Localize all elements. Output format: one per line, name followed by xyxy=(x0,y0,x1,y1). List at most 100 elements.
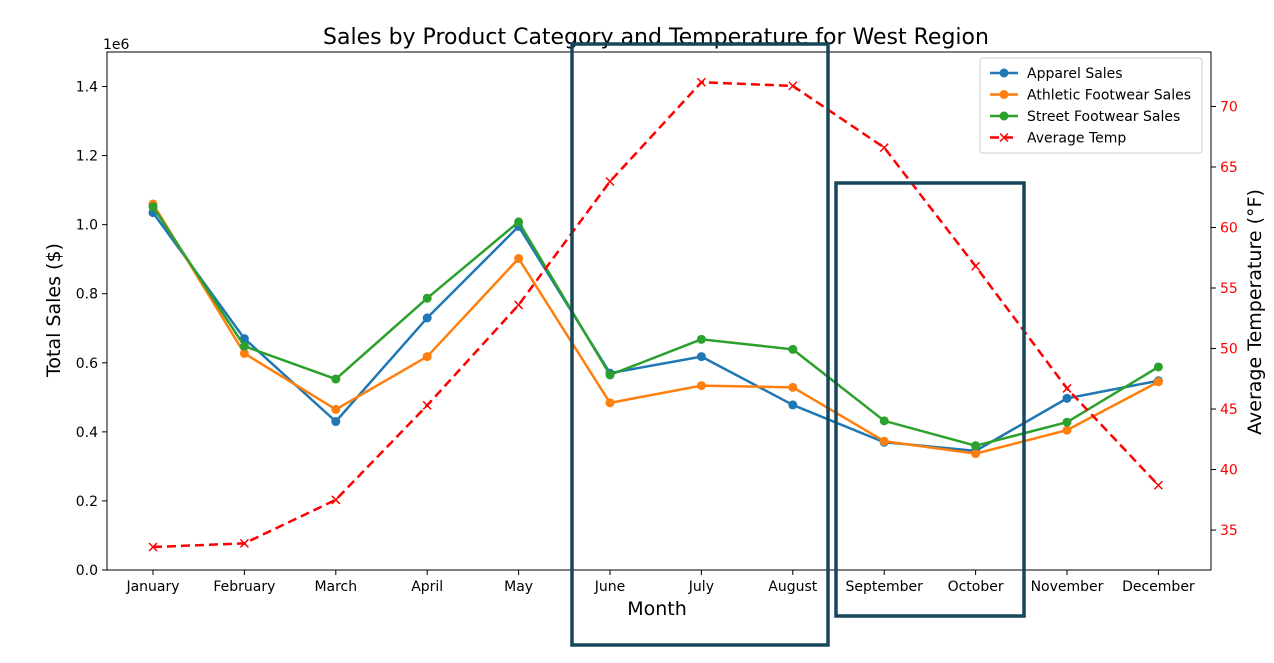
y-axis-title: Total Sales ($) xyxy=(43,243,65,378)
y-tick-label: 0.6 xyxy=(76,356,98,372)
series-street-footwear-sales xyxy=(148,202,1163,451)
legend-swatch-marker xyxy=(999,68,1009,78)
y-tick-label: 1.0 xyxy=(76,218,98,234)
y-offset-label: 1e6 xyxy=(103,37,130,53)
x-tick-label: September xyxy=(846,579,924,595)
legend-swatch-marker xyxy=(999,132,1009,143)
x-axis-ticks: January February March April May June July Augu… xyxy=(125,570,1195,595)
data-point-street-footwear-sales xyxy=(331,374,341,384)
series-line-athletic-footwear-sales xyxy=(151,203,1159,455)
series-line-apparel-sales xyxy=(151,211,1159,453)
legend: Apparel Sales Athletic Footwear Sales Stre… xyxy=(979,57,1203,154)
x-tick-label: May xyxy=(504,579,533,595)
y2-tick-label: 45 xyxy=(1220,402,1238,418)
legend-swatch-marker xyxy=(999,90,1009,99)
data-point-athletic-footwear-sales xyxy=(514,254,524,264)
x-tick-label: July xyxy=(688,579,714,595)
data-point-stroke xyxy=(422,400,432,410)
data-point-stroke xyxy=(331,495,341,505)
x-axis-title: Month xyxy=(627,598,687,620)
y2-tick-label: 35 xyxy=(1220,523,1238,539)
legend-item-athletic-footwear-sales: Athletic Footwear Sales xyxy=(990,88,1191,104)
data-point-apparel-sales xyxy=(788,400,798,410)
series-athletic-footwear-sales xyxy=(148,199,1163,459)
y-tick-label: 1.4 xyxy=(76,80,98,96)
data-point-average-temp xyxy=(422,400,432,410)
data-point-average-temp xyxy=(971,261,981,271)
data-point-average-temp xyxy=(696,77,706,87)
data-point-street-footwear-sales xyxy=(148,202,158,212)
x-tick-label: November xyxy=(1031,579,1104,595)
data-point-street-footwear-sales xyxy=(605,370,615,380)
series-average-temp xyxy=(148,77,1163,552)
y-tick-label: 0.4 xyxy=(76,425,98,441)
data-point-stroke xyxy=(514,300,524,310)
series-line-street-footwear-sales xyxy=(151,206,1160,447)
highlight-box-june-august xyxy=(570,42,830,647)
data-point-athletic-footwear-sales xyxy=(1062,425,1072,435)
y2-tick-label: 65 xyxy=(1220,160,1238,176)
legend-item-average-temp: Average Temp xyxy=(990,131,1126,147)
legend-item-street-footwear-sales: Street Footwear Sales xyxy=(990,109,1180,125)
y2-tick-label: 70 xyxy=(1220,99,1238,115)
legend-item-apparel-sales: Apparel Sales xyxy=(990,66,1123,82)
data-point-stroke xyxy=(1153,480,1163,490)
data-point-street-footwear-sales xyxy=(788,344,798,354)
data-point-street-footwear-sales xyxy=(514,217,524,227)
data-point-street-footwear-sales xyxy=(1153,362,1163,372)
series-line-average-temp xyxy=(152,81,1160,549)
legend-box xyxy=(979,57,1203,154)
legend-label: Apparel Sales xyxy=(1027,66,1123,82)
data-point-stroke xyxy=(696,77,706,87)
data-point-street-footwear-sales xyxy=(971,441,981,451)
data-point-average-temp xyxy=(239,538,249,548)
data-point-average-temp xyxy=(331,495,341,505)
data-point-average-temp xyxy=(514,300,524,310)
data-point-average-temp xyxy=(1062,383,1072,393)
data-point-stroke xyxy=(879,143,889,153)
x-tick-label: April xyxy=(411,579,443,595)
x-tick-label: December xyxy=(1122,579,1195,595)
data-point-street-footwear-sales xyxy=(239,341,249,351)
data-point-athletic-footwear-sales xyxy=(879,436,889,446)
y2-tick-label: 40 xyxy=(1220,463,1238,479)
y-tick-label: 0.8 xyxy=(76,287,98,303)
data-point-athletic-footwear-sales xyxy=(971,449,981,459)
data-point-street-footwear-sales xyxy=(879,416,889,426)
data-point-apparel-sales xyxy=(331,417,341,427)
series-apparel-sales xyxy=(148,208,1163,456)
data-point-street-footwear-sales xyxy=(696,334,706,344)
y-tick-label: 0.2 xyxy=(76,494,98,510)
data-point-street-footwear-sales xyxy=(1062,417,1072,427)
data-point-athletic-footwear-sales xyxy=(696,381,706,391)
legend-label: Athletic Footwear Sales xyxy=(1027,88,1191,104)
data-point-stroke xyxy=(148,542,158,552)
data-point-athletic-footwear-sales xyxy=(788,382,798,392)
y-tick-label: 0.0 xyxy=(76,563,98,579)
data-point-apparel-sales xyxy=(1062,393,1072,403)
data-point-apparel-sales xyxy=(696,352,706,362)
data-point-average-temp xyxy=(605,176,615,187)
data-point-street-footwear-sales xyxy=(422,293,432,303)
y2-tick-label: 60 xyxy=(1220,220,1238,236)
data-point-average-temp xyxy=(788,81,798,91)
y2-tick-label: 50 xyxy=(1220,342,1238,358)
x-tick-label: March xyxy=(314,579,357,595)
x-tick-label: June xyxy=(594,579,626,595)
y2-axis-ticks: 35 40 45 50 55 60 65 70 xyxy=(1211,99,1238,539)
data-point-average-temp xyxy=(879,143,889,153)
y2-tick-label: 55 xyxy=(1220,281,1238,297)
data-point-average-temp xyxy=(1153,480,1163,490)
data-point-apparel-sales xyxy=(422,313,432,323)
annotation-layer xyxy=(570,42,1026,647)
y2-axis-title: Average Temperature (°F) xyxy=(1244,189,1266,435)
chart-title: Sales by Product Category and Temperatur… xyxy=(323,25,989,50)
data-point-stroke xyxy=(1062,383,1072,393)
data-point-average-temp xyxy=(148,542,158,552)
x-tick-label: January xyxy=(125,579,179,595)
data-point-stroke xyxy=(971,261,981,271)
y-tick-label: 1.2 xyxy=(76,149,98,165)
data-point-stroke xyxy=(788,81,798,91)
x-tick-label: August xyxy=(768,579,818,595)
